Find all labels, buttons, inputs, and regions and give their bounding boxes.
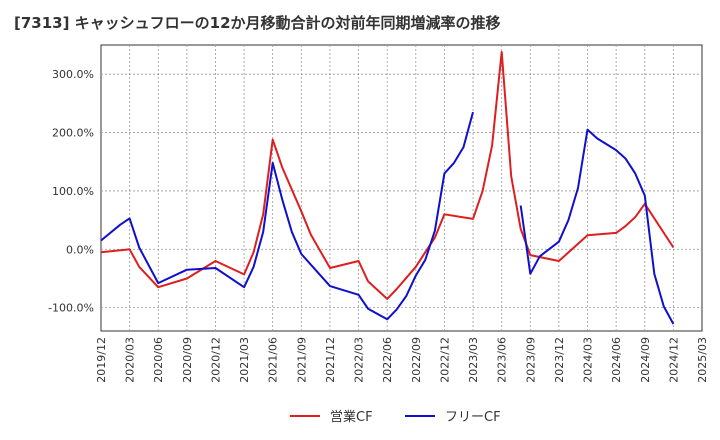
x-tick-label: 2024/12 <box>667 337 680 383</box>
x-tick-label: 2021/06 <box>267 337 280 383</box>
x-tick-label: 2021/03 <box>238 337 251 383</box>
y-tick-label: 100.0% <box>52 185 94 198</box>
plot-area-frame <box>100 44 703 332</box>
x-tick-label: 2022/06 <box>381 337 394 383</box>
y-tick-label: 0.0% <box>66 243 94 256</box>
x-tick-label: 2024/09 <box>639 337 652 383</box>
x-tick-label: 2022/03 <box>353 337 366 383</box>
y-tick-label: 200.0% <box>52 127 94 140</box>
legend-label-1: 営業CF <box>330 409 373 425</box>
x-tick-label: 2021/12 <box>324 337 337 383</box>
legend-label-2: フリーCF <box>445 410 501 425</box>
x-tick-label: 2024/06 <box>610 337 623 383</box>
x-tick-label: 2020/12 <box>209 337 222 383</box>
series-line-1 <box>100 51 675 300</box>
x-tick-label: 2020/06 <box>152 337 165 383</box>
x-tick-label: 2022/12 <box>438 337 451 383</box>
x-tick-label: 2025/03 <box>696 337 709 383</box>
x-tick-label: 2023/06 <box>496 337 509 383</box>
series-line-2 <box>519 128 675 325</box>
x-tick-label: 2023/03 <box>467 337 480 383</box>
x-tick-label: 2020/09 <box>181 337 194 383</box>
y-tick-label: -100.0% <box>48 302 94 315</box>
x-tick-label: 2020/03 <box>124 337 137 383</box>
x-tick-label: 2023/09 <box>524 337 537 383</box>
x-tick-label: 2023/12 <box>553 337 566 383</box>
chart-title: [7313] キャッシュフローの12か月移動合計の対前年同期増減率の推移 <box>14 14 501 32</box>
x-tick-label: 2021/09 <box>295 337 308 383</box>
x-tick-label: 2024/03 <box>582 337 595 383</box>
series-line-2 <box>100 111 474 321</box>
x-tick-label: 2022/09 <box>410 337 423 383</box>
x-tick-label: 2019/12 <box>95 337 108 383</box>
y-tick-label: 300.0% <box>52 68 94 81</box>
